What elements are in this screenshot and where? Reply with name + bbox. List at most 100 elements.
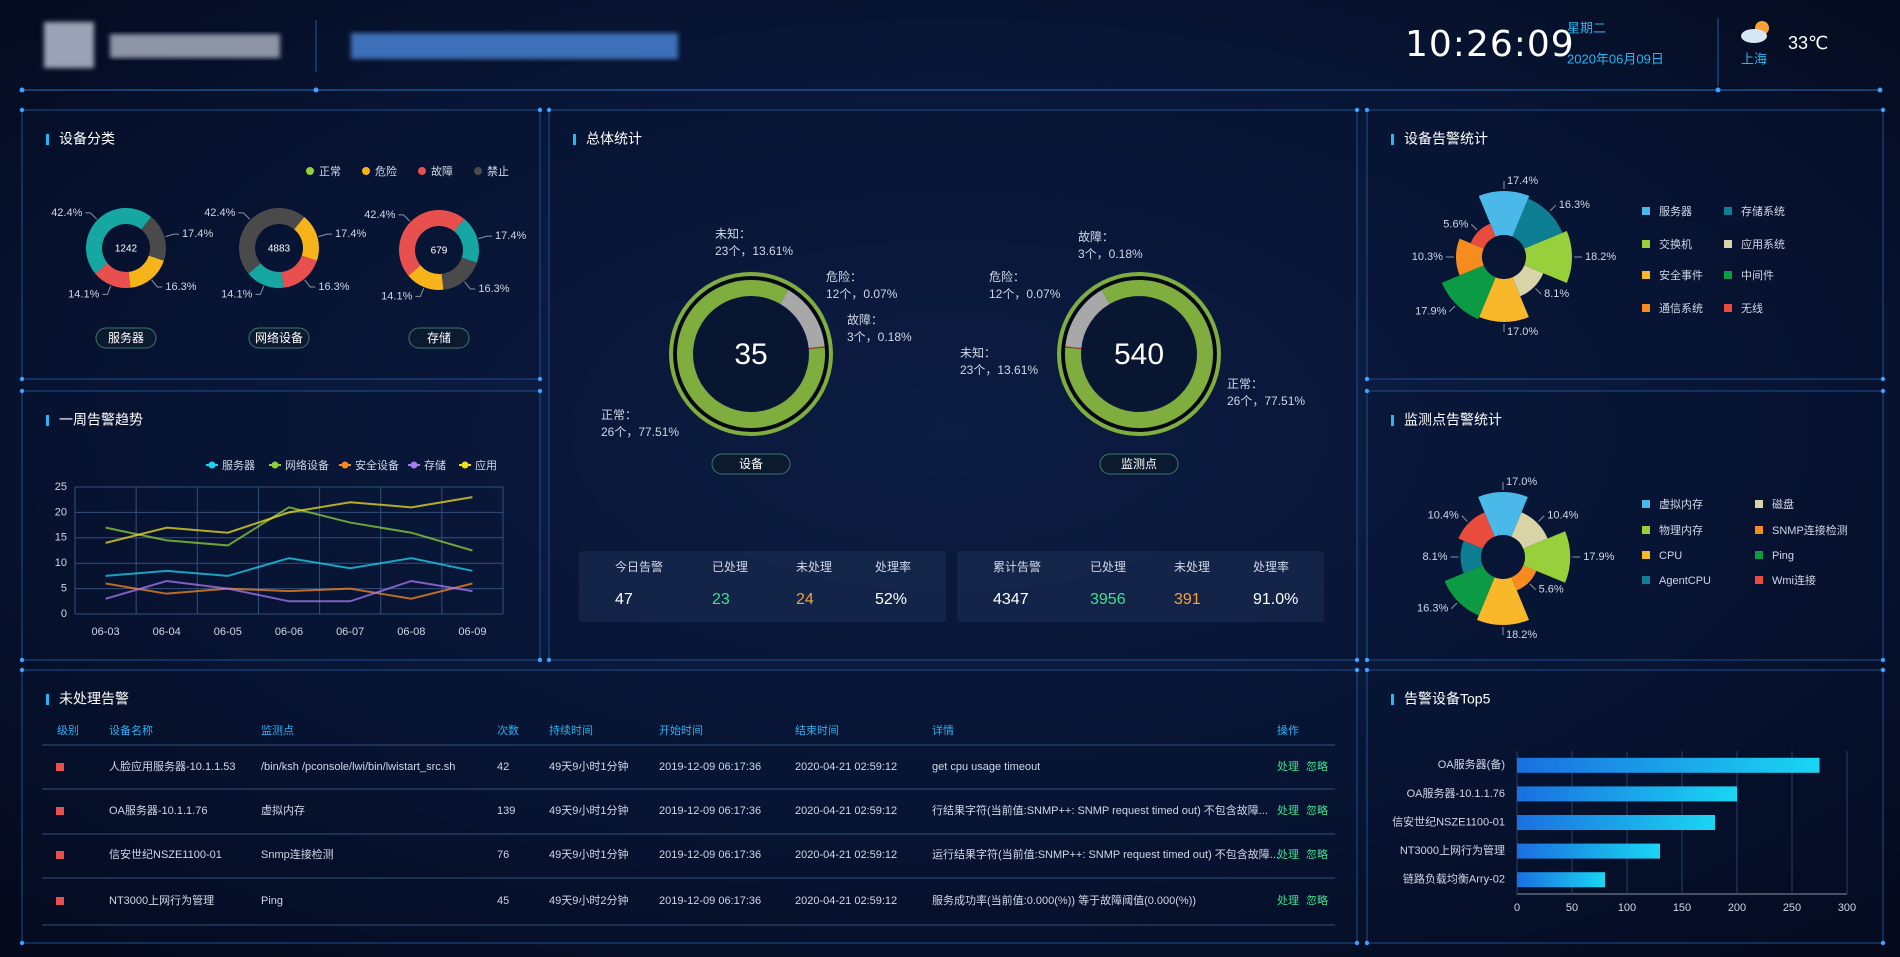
leader-line [1449,305,1456,312]
value-label: 5.6% [1539,584,1564,596]
donut-segment [408,265,444,290]
label-pill [248,327,310,349]
segment-category: 故障： [847,312,883,327]
x-tick-label: 06-05 [214,626,242,638]
column-header: 设备名称 [109,723,153,737]
action-button[interactable]: 处理 [1277,760,1299,773]
rose-sector [1511,565,1537,591]
donut-center: 4883 [268,244,291,255]
value-label: 17.0% [1507,326,1538,338]
legend-swatch [271,461,279,469]
ring-segment [1065,346,1082,349]
x-tick-label: 150 [1673,902,1691,914]
action-button[interactable]: 忽略 [1306,847,1328,861]
segment-label: 3个，0.18% [847,330,912,344]
ring-segment [780,290,825,348]
legend-label: 存储系统 [1741,204,1785,218]
corner-dot [1364,388,1370,394]
value-label: 14.1% [381,290,412,302]
rose-sector [1478,492,1528,537]
y-tick-label: 链路负载均衡Arry-02 [1403,872,1505,886]
legend-label: CPU [1659,550,1682,562]
legend-label: 危险 [375,164,397,178]
ring-segment [1065,290,1110,348]
action-button[interactable]: 忽略 [1306,893,1328,907]
value-label: 10.3% [1412,251,1443,263]
bar [1517,786,1737,802]
donut-segment [141,217,166,261]
y-tick-label: 0 [61,608,67,620]
ring-center: 540 [1114,338,1164,371]
action-button[interactable]: 忽略 [1306,803,1328,817]
y-tick-label: 5 [61,583,67,595]
action-button[interactable]: 处理 [1277,848,1299,861]
x-tick-label: 100 [1618,902,1636,914]
stat-label: 未处理 [796,560,832,574]
corner-dot [1354,107,1360,113]
series-line [105,582,473,600]
rose-sector [1460,540,1483,574]
level-indicator [56,897,64,905]
cell: 2020-04-21 02:59:12 [795,761,897,773]
cell: OA服务器-10.1.1.76 [109,804,207,817]
ring-inner [694,297,808,411]
cell: 行结果字符(当前值:SNMP++: SNMP request timed out… [932,803,1268,817]
corner-dot [19,376,25,382]
legend-swatch [1755,500,1763,508]
corner-dot [1880,657,1886,663]
stat-value: 52% [875,591,907,608]
corner-dot [537,657,543,663]
value-label: 18.2% [1506,629,1537,641]
column-header: 持续时间 [549,723,593,737]
y-tick-label: 20 [55,506,67,518]
segment-category: 正常： [1227,377,1263,391]
corner-dot [546,657,552,663]
rose-sector [1476,577,1530,625]
action-button[interactable]: 忽略 [1306,759,1328,773]
corner-dot [19,87,25,93]
action-button[interactable]: 处理 [1277,804,1299,817]
y-tick-label: NT3000上网行为管理 [1400,843,1505,857]
stats-box [957,551,1324,622]
value-label: 17.9% [1415,306,1446,318]
series-line [105,557,473,577]
cell: 服务成功率(当前值:0.000(%)) 等于故障阈值(0.000(%)) [932,893,1196,907]
segment-label: 12个，0.07% [989,287,1061,301]
value-label: 16.3% [1417,603,1448,615]
ring-segment [808,346,825,349]
column-header: 级别 [57,724,79,737]
cell: 76 [497,849,509,861]
legend-swatch [418,167,426,175]
logo [44,22,94,68]
corner-dot [1354,940,1360,946]
legend-swatch [410,461,418,469]
weekday: 星期二 [1567,20,1606,35]
donut-segment [281,255,317,288]
x-tick-label: 06-08 [397,626,425,638]
value-label: 16.3% [478,283,509,295]
cell: 信安世纪NSZE1100-01 [109,847,222,861]
panel [1366,390,1884,661]
legend-swatch [1642,551,1650,559]
y-tick-label: 15 [55,532,67,544]
panel [21,390,541,661]
segment-label: 12个，0.07% [826,287,898,301]
leader-line [255,285,265,295]
legend-swatch [1642,240,1650,248]
rose-sector [1511,512,1548,549]
panel [548,109,1358,661]
label-pill [1099,453,1179,475]
segment-label: 23个，13.61% [960,363,1038,377]
corner-dot [537,376,543,382]
corner-dot [1364,667,1370,673]
rose-sector [1479,277,1529,322]
leader-line [1538,515,1545,522]
action-button[interactable]: 处理 [1277,894,1299,907]
stat-label: 处理率 [875,559,911,574]
corner-dot [19,940,25,946]
bar [1517,872,1605,888]
legend-label: 物理内存 [1659,523,1703,537]
corner-dot [19,667,25,673]
x-tick-label: 06-09 [458,626,486,638]
